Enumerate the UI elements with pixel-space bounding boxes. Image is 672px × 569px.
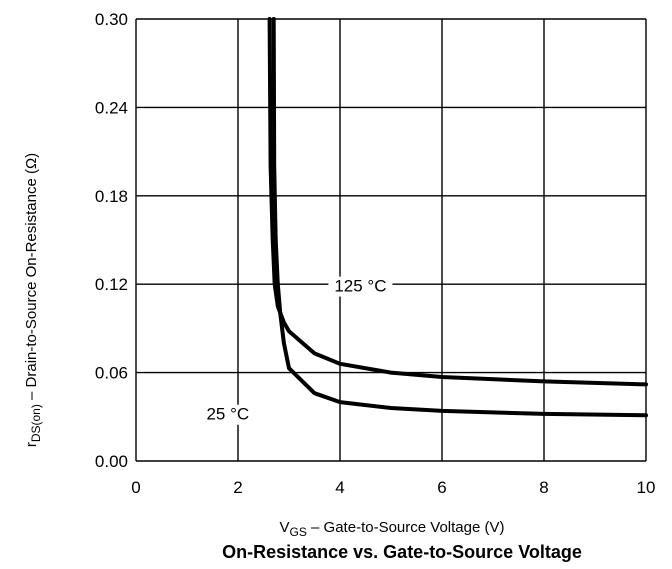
grid	[135, 18, 647, 462]
series-annotation: 125 °C	[334, 277, 386, 296]
x-tick-label: 0	[131, 478, 140, 497]
series-group	[267, 17, 648, 418]
annotation-backing	[328, 276, 393, 297]
annotation-backing	[195, 404, 260, 425]
y-tick-label: 0.30	[95, 10, 128, 29]
annotations: 125 °C 25 °C	[195, 276, 393, 425]
chart-title: On-Resistance vs. Gate-to-Source Voltage	[222, 542, 582, 562]
y-tick-label: 0.24	[95, 98, 128, 117]
y-tick-label: 0.18	[95, 187, 128, 206]
y-tick-labels: 0.00 0.06 0.12 0.18 0.24 0.30	[95, 10, 128, 471]
y-tick-label: 0.06	[95, 364, 128, 383]
x-tick-label: 10	[637, 478, 656, 497]
series-annotation: 25 °C	[206, 405, 249, 424]
y-axis-label: rDS(on) – Drain-to-Source On-Resistance …	[23, 153, 43, 447]
x-tick-label: 2	[233, 478, 242, 497]
x-axis-label: VGS – Gate-to-Source Voltage (V)	[280, 519, 505, 539]
x-tick-label: 6	[437, 478, 446, 497]
x-tick-label: 4	[335, 478, 344, 497]
x-tick-labels: 0 2 4 6 8 10	[131, 478, 655, 497]
x-tick-label: 8	[539, 478, 548, 497]
y-tick-label: 0.12	[95, 275, 128, 294]
series-line-125cc	[267, 17, 648, 387]
y-tick-label: 0.00	[95, 452, 128, 471]
series-line-25cc	[271, 17, 648, 418]
